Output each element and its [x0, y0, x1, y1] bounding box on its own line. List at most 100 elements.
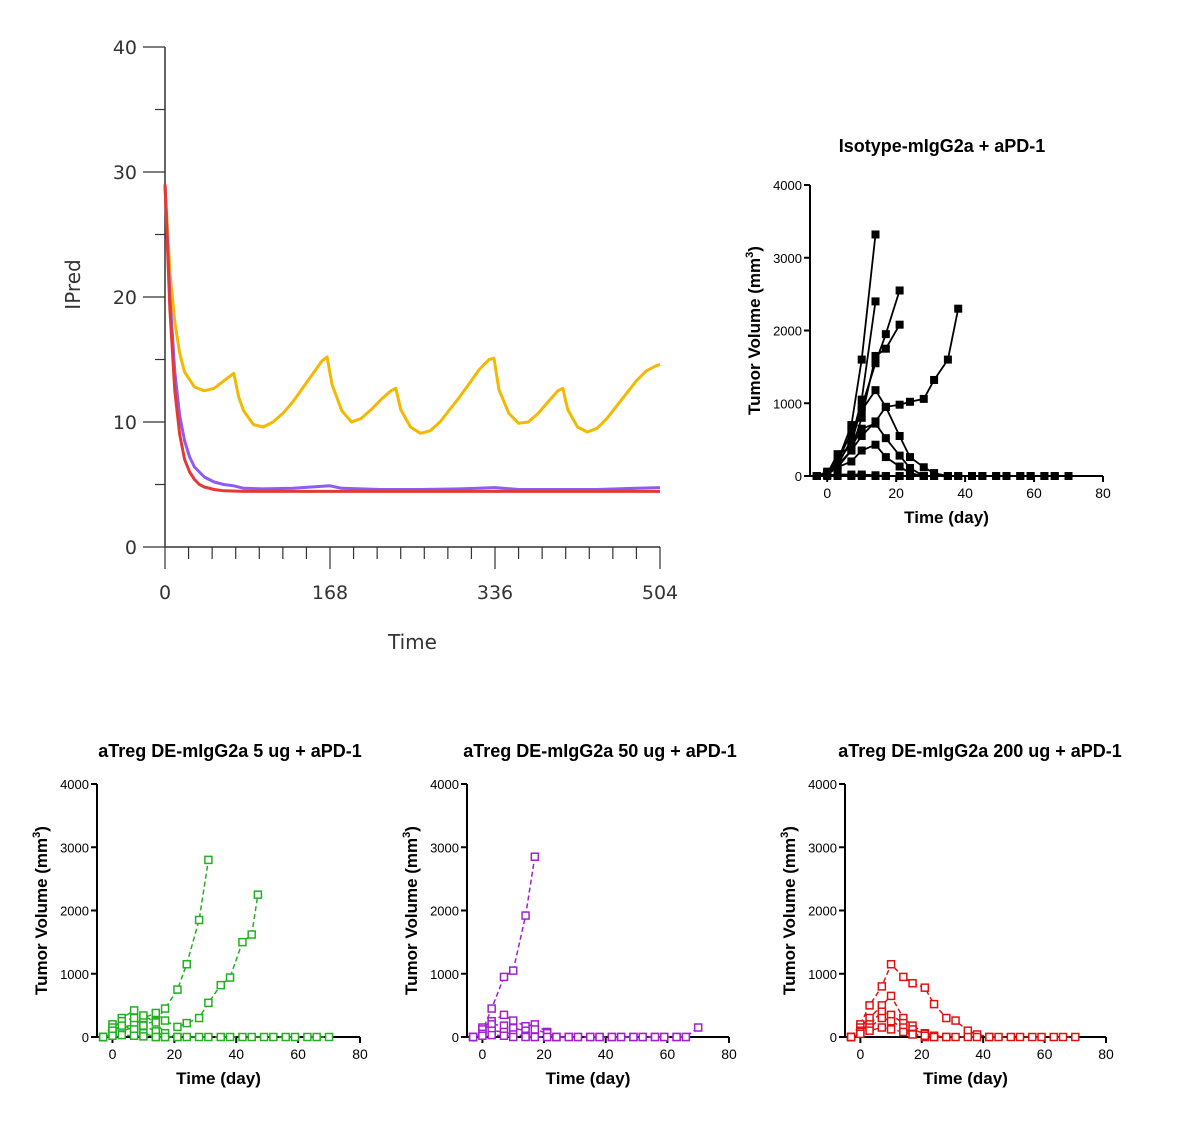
data-point	[182, 960, 191, 969]
series-line-6	[816, 422, 925, 477]
data-point	[857, 406, 866, 415]
data-point	[871, 386, 880, 395]
data-point	[638, 1032, 647, 1042]
data-point	[660, 1032, 669, 1042]
data-point	[895, 286, 904, 295]
y-tick-label: 4000	[773, 178, 802, 193]
y-tick-label: 1000	[430, 967, 459, 982]
y-tick-label: 20	[113, 287, 137, 309]
data-point	[139, 1032, 148, 1041]
x-tick-label: 0	[109, 1046, 117, 1062]
data-point	[871, 359, 880, 368]
y-tick-label: 0	[125, 537, 137, 559]
data-point	[899, 972, 908, 982]
x-tick-label: 336	[477, 582, 513, 604]
data-point	[823, 472, 832, 480]
data-point	[151, 1008, 161, 1018]
data-point	[847, 442, 856, 451]
x-tick-label: 60	[660, 1046, 676, 1062]
data-point	[886, 1016, 896, 1026]
data-point	[281, 1032, 290, 1042]
data-point	[324, 1032, 334, 1042]
data-point	[877, 982, 887, 991]
y-tick-label: 0	[452, 1030, 459, 1045]
data-point	[857, 446, 866, 455]
data-point	[985, 1032, 994, 1042]
data-point	[312, 1032, 321, 1042]
y-axis-label: Tumor Volume (mm3)	[31, 826, 51, 995]
y-axis-label-close: )	[745, 246, 764, 252]
data-point	[160, 1016, 170, 1025]
data-point	[1028, 1032, 1037, 1042]
data-point	[182, 1032, 191, 1042]
data-point	[1037, 1032, 1046, 1042]
data-point	[847, 421, 856, 430]
data-point	[895, 472, 904, 480]
x-tick-label: 80	[352, 1046, 368, 1062]
data-point	[881, 330, 890, 339]
data-point	[856, 1029, 865, 1039]
data-point	[478, 1031, 487, 1040]
y-axis-label: Tumor Volume (mm3)	[401, 826, 421, 995]
data-point	[881, 434, 890, 443]
data-point	[881, 402, 890, 411]
data-point	[833, 463, 842, 472]
data-point	[846, 1032, 856, 1042]
data-point	[693, 1023, 703, 1032]
data-point	[905, 453, 914, 462]
data-point	[468, 1032, 478, 1042]
data-point	[905, 463, 914, 472]
data-point	[672, 1032, 681, 1042]
data-point	[530, 852, 540, 861]
data-point	[951, 1032, 960, 1042]
data-point	[857, 413, 866, 422]
y-axis-label: IPred	[61, 259, 85, 309]
data-point	[204, 998, 213, 1008]
x-tick-label: 0	[479, 1046, 487, 1062]
data-point	[253, 890, 263, 899]
data-point	[1006, 1032, 1016, 1042]
data-point	[225, 1032, 235, 1042]
x-tick-label: 40	[228, 1046, 244, 1062]
y-axis-label-sup: 3	[401, 832, 413, 838]
data-point	[871, 297, 880, 306]
x-tick-label: 168	[312, 582, 348, 604]
data-point	[871, 230, 880, 239]
x-tick-label: 504	[642, 582, 678, 604]
data-point	[895, 400, 904, 409]
data-point	[905, 472, 914, 480]
x-tick-label: 20	[536, 1046, 552, 1062]
data-point	[886, 991, 896, 1001]
data-point	[508, 966, 518, 975]
y-tick-label: 4000	[60, 777, 89, 792]
x-axis-label: Time	[387, 630, 437, 654]
data-point	[629, 1032, 638, 1042]
data-point	[129, 1013, 139, 1023]
data-point	[173, 1032, 182, 1042]
data-point	[954, 472, 963, 480]
data-point	[552, 1032, 561, 1042]
data-point	[290, 1032, 300, 1042]
x-tick-label: 0	[823, 485, 831, 501]
data-point	[847, 457, 856, 466]
y-axis-label: Tumor Volume (mm3)	[744, 246, 764, 415]
y-tick-label: 2000	[60, 904, 89, 919]
data-point	[616, 1032, 626, 1042]
data-point	[886, 960, 896, 969]
x-tick-label: 0	[856, 1046, 864, 1062]
data-point	[857, 355, 866, 364]
x-tick-label: 40	[957, 485, 973, 501]
x-tick-label: 80	[1098, 1046, 1114, 1062]
data-point	[895, 320, 904, 329]
isotype-chart: Isotype-mIgG2a + aPD-1 0 1000 2000 3000 4000 0…	[744, 136, 1111, 527]
data-point	[871, 440, 880, 449]
y-tick-label: 1000	[808, 967, 837, 982]
data-point	[139, 1011, 148, 1020]
data-point	[994, 1032, 1003, 1042]
data-point	[833, 457, 842, 466]
data-point	[225, 973, 235, 982]
data-point	[499, 1010, 509, 1020]
y-axis-label-close: )	[32, 826, 51, 832]
data-point	[871, 351, 880, 360]
series-line-2	[163, 184, 660, 493]
